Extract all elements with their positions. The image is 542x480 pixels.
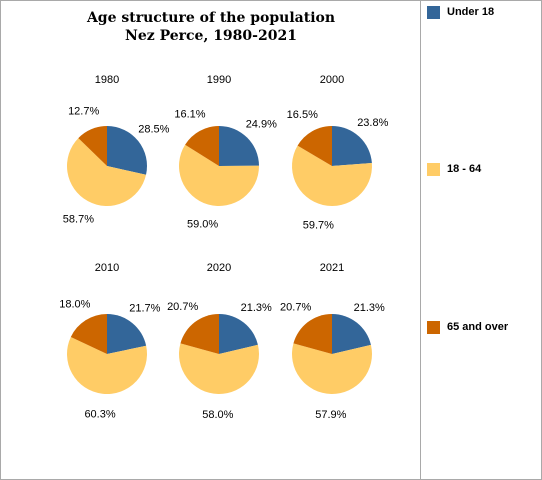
chart-title-block: Age structure of the population Nez Perc… <box>1 9 421 45</box>
pie-title-2000: 2000 <box>320 74 344 86</box>
pie-2010: 2010 21.7% 60.3% 18.0% <box>59 262 160 421</box>
pie-slice-2020-65-and-over <box>180 314 219 354</box>
pie-slice-1990-18-64 <box>179 144 259 206</box>
pie-title-1990: 1990 <box>207 74 231 86</box>
pie-slice-2010-18-64 <box>66 336 147 395</box>
data-label-1980-18-64: 58.7% <box>63 214 94 226</box>
legend-item-65-over: 65 and over <box>427 320 508 334</box>
pie-slice-1990-65-and-over <box>185 126 219 166</box>
data-label-2021-under-18: 21.3% <box>354 302 385 314</box>
pie-title-2010: 2010 <box>95 262 119 274</box>
pie-slice-1980-under-18 <box>107 126 147 175</box>
data-label-2021-18-64: 57.9% <box>315 409 346 421</box>
pie-slice-2010-65-and-over <box>70 314 107 354</box>
pie-slice-2000-under-18 <box>332 126 372 166</box>
legend-divider <box>420 1 421 479</box>
data-label-1980-65-and-over: 12.7% <box>68 106 99 118</box>
pie-title-2020: 2020 <box>207 262 231 274</box>
legend-label-65-over: 65 and over <box>447 321 509 333</box>
data-label-2010-65-and-over: 18.0% <box>59 298 90 310</box>
data-label-2000-18-64: 59.7% <box>303 219 334 231</box>
pie-charts: 1980 28.5% 58.7% 12.7% 1990 24.9% 59.0% 16.1% 20… <box>59 74 389 421</box>
chart-subtitle: Nez Perce, 1980-2021 <box>125 28 297 44</box>
data-label-1980-under-18: 28.5% <box>138 124 169 136</box>
pie-slice-2020-18-64 <box>179 343 259 394</box>
data-label-1990-under-18: 24.9% <box>246 118 277 130</box>
legend-label-under-18: Under 18 <box>447 6 495 18</box>
pie-slice-2000-18-64 <box>291 145 372 206</box>
legend-item-under-18: Under 18 <box>427 5 494 19</box>
pie-2000: 2000 23.8% 59.7% 16.5% <box>287 74 389 231</box>
data-label-2000-65-and-over: 16.5% <box>287 109 318 121</box>
pie-slice-2021-65-and-over <box>293 314 332 354</box>
pie-title-1980: 1980 <box>95 74 119 86</box>
legend-item-18-64: 18 - 64 <box>427 162 481 176</box>
pie-1990: 1990 24.9% 59.0% 16.1% <box>174 74 277 231</box>
data-label-2021-65-and-over: 20.7% <box>280 301 311 313</box>
legend-swatch-under-18 <box>427 5 440 19</box>
data-label-2010-under-18: 21.7% <box>129 302 160 314</box>
legend-swatch-18-64 <box>427 162 440 176</box>
pie-slice-2020-under-18 <box>219 314 258 354</box>
data-label-2020-18-64: 58.0% <box>202 409 233 421</box>
pie-slice-2021-18-64 <box>292 343 372 394</box>
pie-1980: 1980 28.5% 58.7% 12.7% <box>63 74 170 226</box>
data-label-2020-65-and-over: 20.7% <box>167 301 198 313</box>
pie-slice-2000-65-and-over <box>297 126 332 166</box>
pie-slice-2010-under-18 <box>107 314 147 354</box>
pie-slice-1980-18-64 <box>67 138 147 206</box>
data-label-1990-65-and-over: 16.1% <box>174 109 205 121</box>
pie-2021: 2021 21.3% 57.9% 20.7% <box>280 262 385 421</box>
legend-label-18-64: 18 - 64 <box>447 163 482 175</box>
pie-slice-1980-65-and-over <box>78 126 107 166</box>
pie-title-2021: 2021 <box>320 262 344 274</box>
chart-title: Age structure of the population <box>86 10 336 26</box>
pie-2020: 2020 21.3% 58.0% 20.7% <box>167 262 272 421</box>
pie-slice-2021-under-18 <box>332 314 371 354</box>
data-label-2010-18-64: 60.3% <box>84 409 115 421</box>
legend-swatch-65-over <box>427 320 440 334</box>
data-label-2020-under-18: 21.3% <box>241 302 272 314</box>
data-label-2000-under-18: 23.8% <box>357 117 388 129</box>
pie-slice-1990-under-18 <box>219 126 259 166</box>
data-label-1990-18-64: 59.0% <box>187 219 218 231</box>
